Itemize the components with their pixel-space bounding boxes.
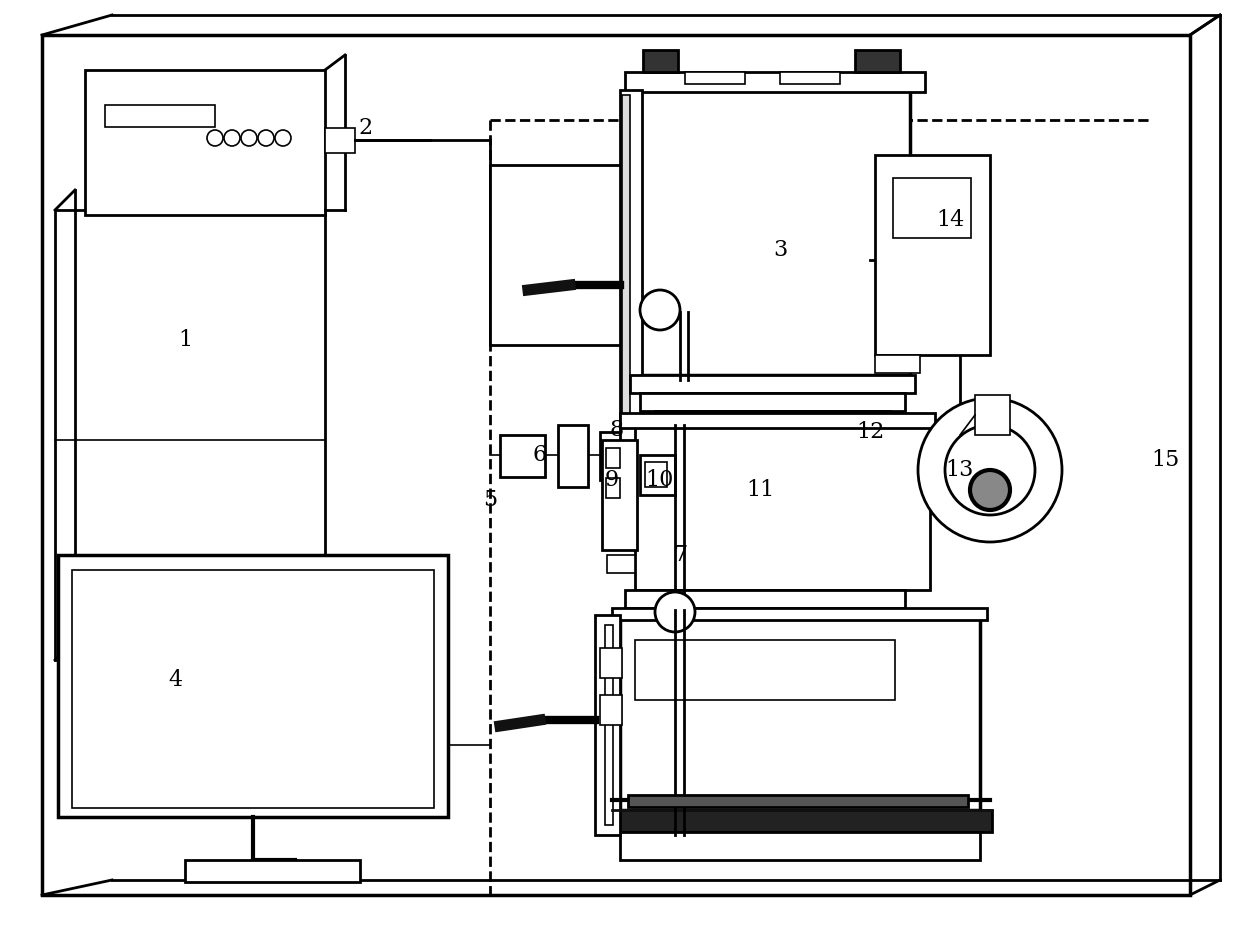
Circle shape (970, 470, 1011, 510)
Bar (635, 425, 930, 590)
Bar (625, 590, 905, 608)
Bar (875, 355, 920, 373)
Circle shape (207, 130, 223, 146)
Bar (606, 478, 620, 498)
Bar (606, 448, 620, 468)
Bar (613, 810, 992, 832)
Text: 15: 15 (1151, 449, 1179, 471)
Bar (86, 70, 325, 215)
Bar (55, 210, 325, 660)
Text: 13: 13 (946, 459, 975, 481)
Bar (600, 432, 622, 480)
Bar (595, 615, 620, 835)
Bar (601, 440, 637, 550)
Bar (644, 50, 678, 72)
Circle shape (224, 130, 241, 146)
Bar (608, 555, 635, 573)
Text: 1: 1 (177, 329, 192, 351)
Circle shape (640, 290, 680, 330)
Bar (630, 375, 915, 393)
Bar (645, 462, 667, 487)
Text: 9: 9 (605, 469, 619, 491)
Bar (600, 695, 622, 725)
Bar (625, 72, 925, 92)
Bar (185, 860, 360, 882)
Bar (640, 393, 905, 411)
Text: 7: 7 (673, 544, 687, 566)
Bar (875, 155, 990, 355)
Text: 12: 12 (856, 421, 884, 443)
Text: 4: 4 (167, 669, 182, 691)
Bar (500, 435, 546, 477)
Text: 10: 10 (646, 469, 675, 491)
Bar (620, 413, 935, 428)
Bar (620, 832, 980, 860)
Bar (856, 50, 900, 72)
Text: 2: 2 (358, 117, 372, 139)
Bar (622, 95, 630, 420)
Text: 14: 14 (936, 209, 965, 231)
Bar (490, 165, 645, 345)
Bar (893, 178, 971, 238)
Bar (684, 72, 745, 84)
Text: 3: 3 (773, 239, 787, 261)
Text: 8: 8 (610, 419, 624, 441)
Bar (620, 90, 642, 420)
Circle shape (241, 130, 257, 146)
Bar (613, 608, 987, 620)
Bar (640, 455, 675, 495)
Circle shape (258, 130, 274, 146)
Bar (325, 128, 355, 153)
Circle shape (275, 130, 291, 146)
Bar (605, 625, 613, 825)
Bar (58, 555, 448, 817)
Bar (558, 425, 588, 487)
Circle shape (918, 398, 1061, 542)
Bar (640, 90, 910, 375)
Bar (105, 105, 215, 127)
Bar (620, 425, 655, 445)
Bar (620, 615, 980, 810)
Bar (600, 648, 622, 678)
Bar (780, 72, 839, 84)
Bar (635, 640, 895, 700)
Circle shape (945, 425, 1035, 515)
Bar (975, 395, 1011, 435)
Bar (72, 570, 434, 808)
Bar (655, 411, 890, 426)
Text: 6: 6 (533, 444, 547, 466)
Circle shape (655, 592, 694, 632)
Text: 5: 5 (482, 489, 497, 511)
Text: 11: 11 (746, 479, 774, 501)
Bar (627, 795, 968, 807)
